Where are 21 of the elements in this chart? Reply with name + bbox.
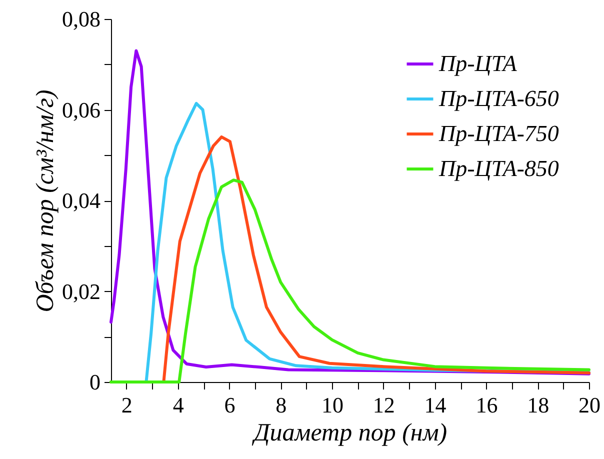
y-tick-label: 0,02 (62, 278, 100, 304)
x-tick-label: 10 (322, 392, 344, 418)
legend-label: Пр-ЦТА-650 (438, 86, 560, 111)
y-tick-label: 0,04 (62, 188, 100, 213)
legend-label: Пр-ЦТА-850 (438, 156, 560, 181)
legend-label: Пр-ЦТА-750 (438, 121, 560, 146)
x-tick-label: 16 (476, 392, 498, 418)
y-tick-label: 0,06 (62, 97, 100, 122)
x-axis-title: Диаметр пор (нм) (252, 420, 448, 446)
x-tick-label: 2 (121, 392, 132, 418)
x-tick-label: 18 (527, 392, 550, 418)
x-tick-label: 12 (372, 392, 395, 418)
x-tick-label: 20 (578, 392, 600, 418)
y-axis-title: Объем пор (см³/нм/г) (32, 90, 59, 312)
x-tick-label: 8 (276, 392, 287, 418)
x-tick-label: 4 (172, 392, 184, 418)
x-tick-label: 14 (424, 392, 446, 418)
y-tick-label: 0 (90, 370, 100, 394)
y-tick-label: 0,08 (62, 6, 100, 32)
x-tick-label: 6 (224, 392, 236, 418)
legend-label: Пр-ЦТА (438, 51, 518, 76)
